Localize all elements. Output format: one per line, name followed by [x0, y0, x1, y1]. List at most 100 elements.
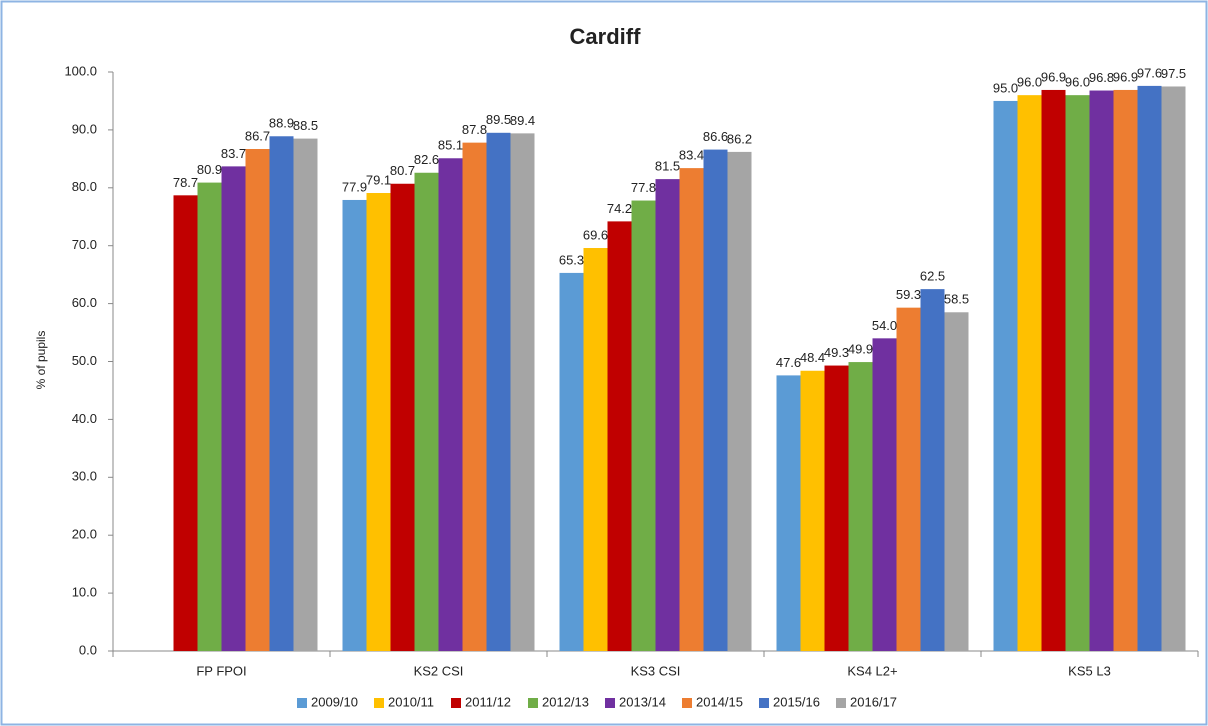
- value-label: 88.5: [293, 118, 318, 133]
- value-label: 87.8: [462, 122, 487, 137]
- y-tick-label: 50.0: [72, 353, 97, 368]
- bar: [245, 149, 270, 651]
- bar: [1065, 95, 1090, 651]
- x-tick-label: KS4 L2+: [847, 663, 897, 678]
- x-tick-label: KS2 CSI: [414, 663, 464, 678]
- value-label: 54.0: [872, 318, 897, 333]
- value-label: 65.3: [559, 252, 584, 267]
- bar: [366, 193, 391, 652]
- value-label: 58.5: [944, 292, 969, 307]
- value-label: 79.1: [366, 172, 391, 187]
- bar: [920, 289, 945, 651]
- bar: [727, 151, 752, 652]
- y-tick-label: 20.0: [72, 527, 97, 542]
- bar: [1137, 85, 1162, 651]
- value-label: 89.4: [510, 113, 535, 128]
- x-tick-label: FP FPOI: [196, 663, 246, 678]
- bar: [583, 248, 608, 652]
- bar: [800, 370, 825, 651]
- value-label: 82.6: [414, 152, 439, 167]
- bar: [655, 179, 680, 652]
- bar: [486, 132, 511, 652]
- value-label: 69.6: [583, 227, 608, 242]
- value-label: 62.5: [920, 269, 945, 284]
- legend-swatch: [682, 698, 692, 708]
- y-tick-label: 70.0: [72, 237, 97, 252]
- value-label: 49.3: [824, 345, 849, 360]
- y-tick-label: 100.0: [64, 63, 97, 78]
- legend-swatch: [528, 698, 538, 708]
- value-label: 96.0: [1065, 75, 1090, 90]
- x-tick-label: KS5 L3: [1068, 663, 1111, 678]
- y-tick-label: 80.0: [72, 179, 97, 194]
- legend-label: 2016/17: [850, 694, 897, 709]
- value-label: 83.4: [679, 148, 704, 163]
- bar: [342, 199, 367, 652]
- bar: [776, 375, 801, 651]
- bar: [824, 365, 849, 651]
- legend-label: 2012/13: [542, 694, 589, 709]
- legend-label: 2011/12: [465, 694, 511, 709]
- value-label: 86.7: [245, 128, 270, 143]
- value-label: 95.0: [993, 80, 1018, 95]
- bar: [173, 195, 198, 651]
- value-label: 74.2: [607, 201, 632, 216]
- chart-title: Cardiff: [570, 24, 642, 49]
- value-label: 86.2: [727, 131, 752, 146]
- y-tick-label: 60.0: [72, 295, 97, 310]
- value-label: 80.7: [390, 163, 415, 178]
- bar: [703, 149, 728, 651]
- bar: [631, 200, 656, 651]
- bar: [269, 136, 294, 652]
- value-label: 49.9: [848, 342, 873, 357]
- legend-swatch: [297, 698, 307, 708]
- bar: [872, 338, 897, 651]
- bar: [1017, 95, 1042, 651]
- value-label: 97.6: [1137, 65, 1162, 80]
- value-label: 96.0: [1017, 75, 1042, 90]
- bar: [390, 183, 415, 651]
- bar: [1113, 89, 1138, 652]
- y-axis-label: % of pupils: [34, 331, 48, 390]
- bar: [993, 100, 1018, 651]
- value-label: 78.7: [173, 175, 198, 190]
- legend-label: 2013/14: [619, 694, 666, 709]
- bar: [944, 312, 969, 651]
- legend-label: 2009/10: [311, 694, 358, 709]
- value-label: 96.9: [1113, 69, 1138, 84]
- bar: [607, 221, 632, 651]
- value-label: 81.5: [655, 159, 680, 174]
- bar: [1041, 89, 1066, 652]
- legend-swatch: [759, 698, 769, 708]
- y-tick-label: 30.0: [72, 469, 97, 484]
- value-label: 48.4: [800, 350, 825, 365]
- y-tick-label: 40.0: [72, 411, 97, 426]
- legend-swatch: [605, 698, 615, 708]
- value-label: 96.9: [1041, 69, 1066, 84]
- bar: [679, 168, 704, 651]
- bar: [462, 142, 487, 651]
- bar: [438, 158, 463, 651]
- y-tick-label: 90.0: [72, 121, 97, 136]
- value-label: 47.6: [776, 355, 801, 370]
- bar: [510, 133, 535, 651]
- legend-label: 2010/11: [388, 694, 434, 709]
- value-label: 96.8: [1089, 70, 1114, 85]
- value-label: 89.5: [486, 112, 511, 127]
- legend-label: 2015/16: [773, 694, 820, 709]
- value-label: 59.3: [896, 287, 921, 302]
- value-label: 80.9: [197, 162, 222, 177]
- legend-label: 2014/15: [696, 694, 743, 709]
- bar: [197, 182, 222, 652]
- bar: [896, 307, 921, 651]
- bar: [1161, 86, 1186, 652]
- legend-swatch: [836, 698, 846, 708]
- legend-swatch: [374, 698, 384, 708]
- bar: [1089, 90, 1114, 651]
- value-label: 97.5: [1161, 66, 1186, 81]
- y-tick-label: 10.0: [72, 585, 97, 600]
- value-label: 88.9: [269, 116, 294, 131]
- bar: [848, 362, 873, 651]
- x-tick-label: KS3 CSI: [631, 663, 681, 678]
